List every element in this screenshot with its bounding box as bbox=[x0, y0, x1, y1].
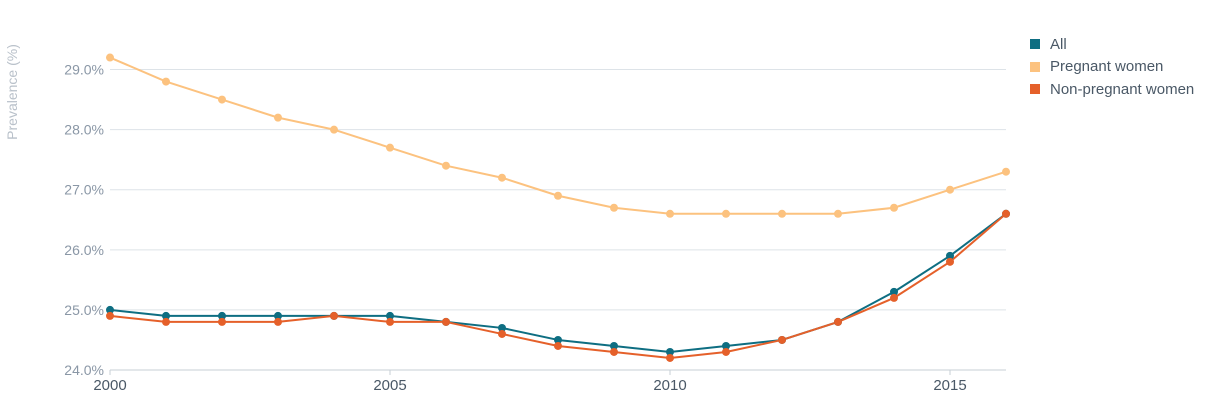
data-point-all[interactable] bbox=[162, 311, 170, 320]
data-point-pregnant[interactable] bbox=[666, 209, 674, 218]
data-point-nonpregnant[interactable] bbox=[330, 311, 338, 320]
series-points bbox=[106, 53, 1010, 362]
series-line-pregnant bbox=[109, 56, 1007, 215]
data-point-nonpregnant[interactable] bbox=[274, 317, 282, 326]
y-axis-label: Prevalence (%) bbox=[4, 44, 20, 140]
data-point-pregnant[interactable] bbox=[218, 95, 226, 104]
data-point-pregnant[interactable] bbox=[722, 209, 730, 218]
data-point-nonpregnant[interactable] bbox=[106, 311, 114, 320]
legend-label-pregnant-women: Pregnant women bbox=[1050, 58, 1164, 76]
data-point-pregnant[interactable] bbox=[106, 53, 114, 62]
y-tick-label: 29.0% bbox=[64, 62, 104, 78]
legend-item-pregnant-women[interactable]: Pregnant women bbox=[1030, 56, 1194, 79]
data-point-pregnant[interactable] bbox=[1002, 167, 1010, 176]
y-tick-label: 27.0% bbox=[64, 182, 104, 198]
data-point-nonpregnant[interactable] bbox=[666, 353, 674, 362]
data-point-all[interactable] bbox=[218, 311, 226, 320]
data-point-pregnant[interactable] bbox=[946, 185, 954, 194]
x-tick-label: 2000 bbox=[93, 377, 126, 394]
data-point-nonpregnant[interactable] bbox=[442, 317, 450, 326]
legend-label-non-pregnant-women: Non-pregnant women bbox=[1050, 80, 1195, 98]
data-point-pregnant[interactable] bbox=[610, 203, 618, 212]
data-point-all[interactable] bbox=[666, 347, 674, 356]
y-tick-label: 26.0% bbox=[64, 242, 104, 258]
data-point-all[interactable] bbox=[106, 305, 114, 314]
data-point-pregnant[interactable] bbox=[834, 209, 842, 218]
series-line-all bbox=[109, 212, 1007, 353]
y-tick-label: 24.0% bbox=[64, 362, 104, 378]
data-point-all[interactable] bbox=[498, 323, 506, 332]
x-tick-label: 2005 bbox=[373, 377, 406, 394]
data-point-nonpregnant[interactable] bbox=[834, 317, 842, 326]
legend-swatch-non-pregnant-women bbox=[1030, 84, 1040, 95]
legend-item-non-pregnant-women[interactable]: Non-pregnant women bbox=[1030, 78, 1194, 101]
series-lines bbox=[109, 56, 1007, 359]
data-point-nonpregnant[interactable] bbox=[610, 347, 618, 356]
data-point-all[interactable] bbox=[386, 311, 394, 320]
grid-lines bbox=[110, 69, 1006, 371]
data-point-nonpregnant[interactable] bbox=[722, 347, 730, 356]
data-point-all[interactable] bbox=[890, 287, 898, 296]
data-point-all[interactable] bbox=[554, 335, 562, 344]
data-point-nonpregnant[interactable] bbox=[498, 329, 506, 338]
legend-swatch-all bbox=[1030, 39, 1040, 50]
y-tick-labels: 24.0% 25.0% 26.0% 27.0% 28.0% 29.0% bbox=[64, 62, 104, 378]
data-point-all[interactable] bbox=[274, 311, 282, 320]
legend-label-all: All bbox=[1050, 35, 1067, 53]
legend-item-all[interactable]: All bbox=[1030, 33, 1194, 56]
x-tick-label: 2010 bbox=[653, 377, 686, 394]
data-point-nonpregnant[interactable] bbox=[162, 317, 170, 326]
data-point-nonpregnant[interactable] bbox=[386, 317, 394, 326]
data-point-pregnant[interactable] bbox=[162, 77, 170, 86]
data-point-all[interactable] bbox=[722, 341, 730, 350]
data-point-nonpregnant[interactable] bbox=[778, 335, 786, 344]
data-point-pregnant[interactable] bbox=[386, 143, 394, 152]
data-point-nonpregnant[interactable] bbox=[1002, 209, 1010, 218]
legend-swatch-pregnant-women bbox=[1030, 61, 1040, 72]
data-point-pregnant[interactable] bbox=[274, 113, 282, 122]
x-tick-labels: 2000 2005 2010 2015 bbox=[93, 370, 967, 394]
legend: All Pregnant women Non-pregnant women bbox=[1030, 33, 1194, 101]
data-point-pregnant[interactable] bbox=[498, 173, 506, 182]
data-point-nonpregnant[interactable] bbox=[218, 317, 226, 326]
y-tick-label: 25.0% bbox=[64, 302, 104, 318]
data-point-all[interactable] bbox=[946, 251, 954, 260]
data-point-pregnant[interactable] bbox=[442, 161, 450, 170]
x-tick-label: 2015 bbox=[933, 377, 966, 394]
data-point-nonpregnant[interactable] bbox=[554, 341, 562, 350]
data-point-pregnant[interactable] bbox=[554, 191, 562, 200]
data-point-nonpregnant[interactable] bbox=[890, 293, 898, 302]
y-tick-label: 28.0% bbox=[64, 122, 104, 138]
data-point-pregnant[interactable] bbox=[890, 203, 898, 212]
data-point-all[interactable] bbox=[610, 341, 618, 350]
data-point-nonpregnant[interactable] bbox=[946, 257, 954, 266]
data-point-pregnant[interactable] bbox=[778, 209, 786, 218]
data-point-pregnant[interactable] bbox=[330, 125, 338, 134]
